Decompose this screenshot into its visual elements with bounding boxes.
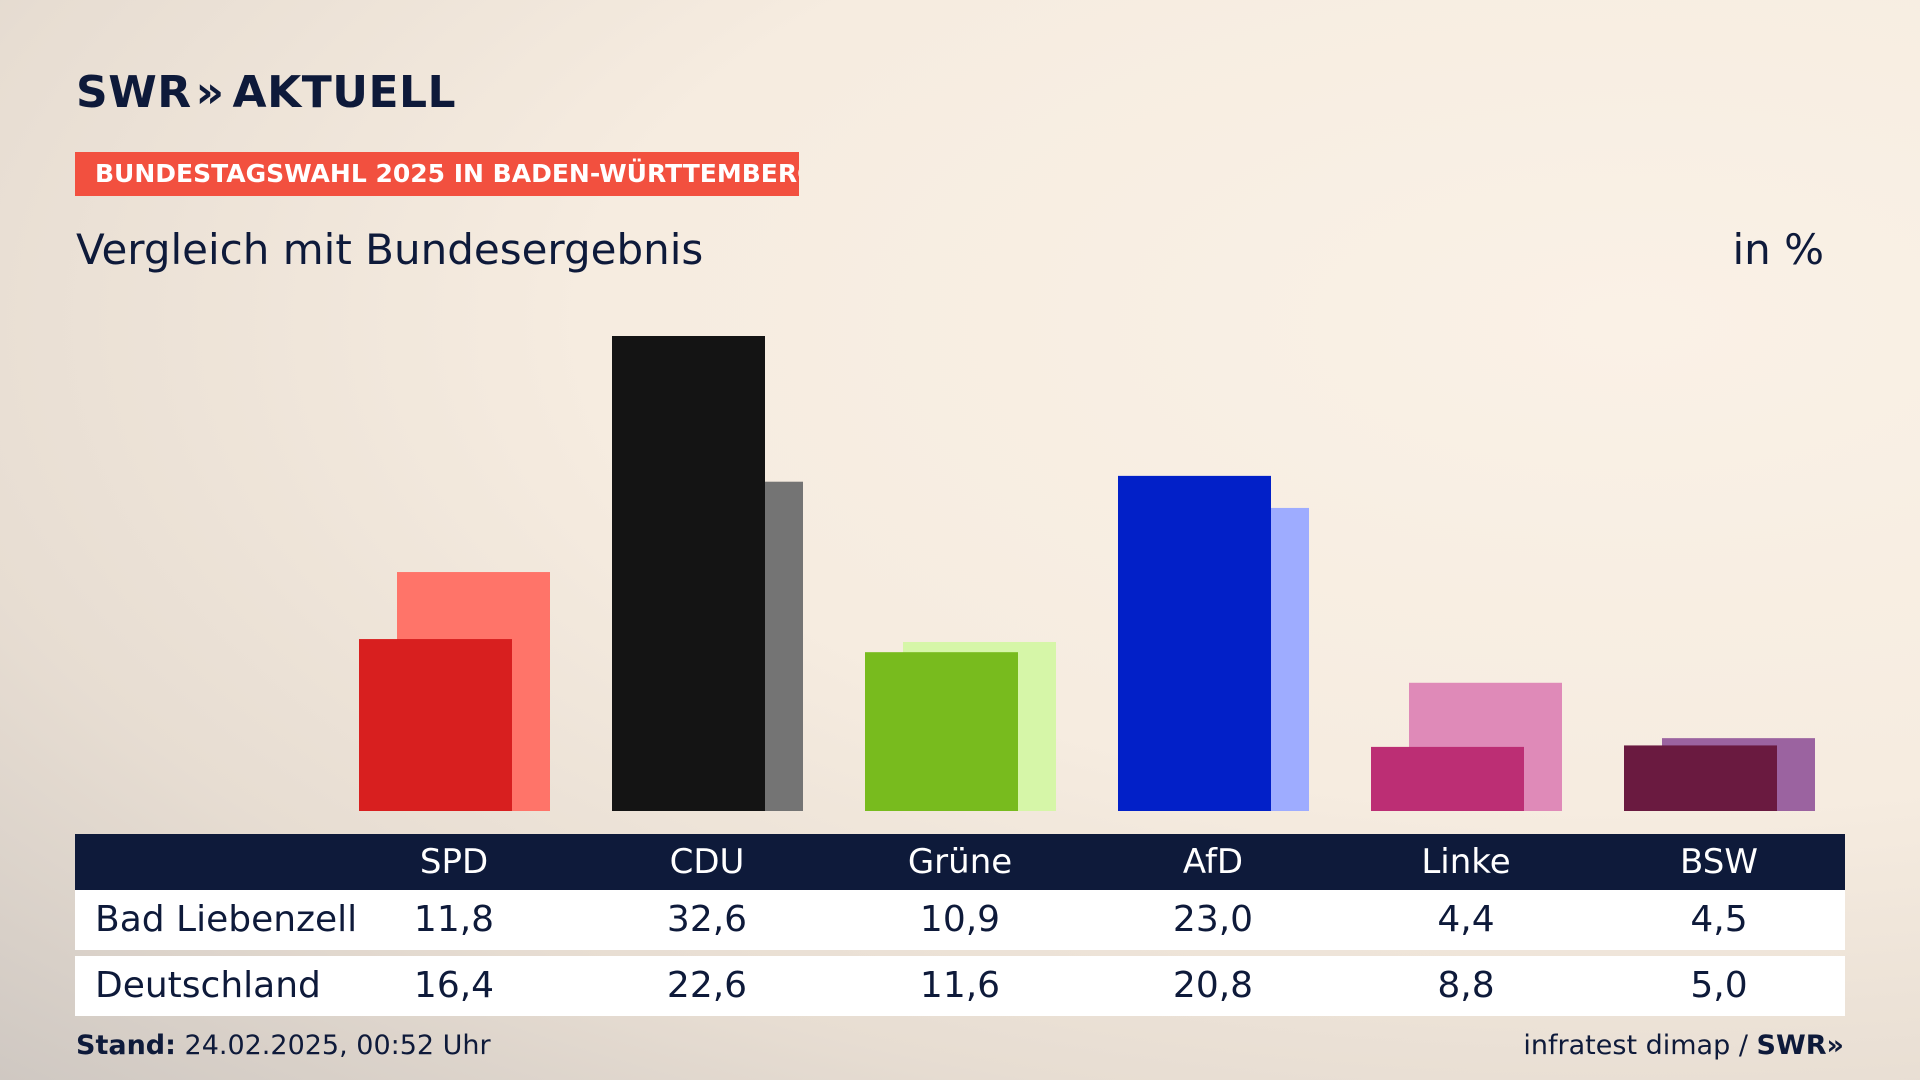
value-local-cdu: 32,6 <box>666 899 748 940</box>
value-national-bsw: 5,0 <box>1690 965 1748 1006</box>
table-row-national: Deutschland 16,4 22,6 11,6 20,8 8,8 5,0 <box>75 956 1845 1016</box>
party-label-grüne: Grüne <box>907 842 1013 882</box>
bar-local-bsw <box>1624 745 1777 811</box>
value-national-afd: 20,8 <box>1172 965 1254 1006</box>
bar-local-spd <box>359 639 512 811</box>
value-local-afd: 23,0 <box>1172 899 1254 940</box>
logo-chevrons-icon: » <box>195 67 225 118</box>
bar-local-grüne <box>865 652 1018 811</box>
logo-swr: SWR <box>76 67 192 118</box>
value-national-grüne: 11,6 <box>919 965 1001 1006</box>
row-label-national: Deutschland <box>95 965 321 1006</box>
value-local-grüne: 10,9 <box>919 899 1001 940</box>
results-table: SPD CDU Grüne AfD Linke BSW Bad Liebenzell 11… <box>75 834 1845 1016</box>
party-label-cdu: CDU <box>669 842 745 882</box>
row-label-local: Bad Liebenzell <box>95 899 358 940</box>
bar-local-linke <box>1371 746 1524 811</box>
unit-label: in % <box>1732 225 1824 274</box>
value-national-cdu: 22,6 <box>666 965 748 1006</box>
election-kicker: BUNDESTAGSWAHL 2025 IN BADEN-WÜRTTEMBERG <box>75 152 799 196</box>
party-label-spd: SPD <box>419 842 489 882</box>
source-credit: infratest dimap / SWR» <box>1523 1028 1844 1064</box>
timestamp: Stand: 24.02.2025, 00:52 Uhr <box>76 1028 491 1064</box>
stand-value: 24.02.2025, 00:52 Uhr <box>184 1030 491 1061</box>
logo-aktuell: AKTUELL <box>232 67 457 118</box>
table-row-local: Bad Liebenzell 11,8 32,6 10,9 23,0 4,4 4,5 <box>75 890 1845 950</box>
party-label-afd: AfD <box>1182 842 1244 882</box>
swr-brand: SWR» <box>1756 1030 1844 1061</box>
source-text: infratest dimap / <box>1523 1030 1748 1061</box>
party-label-bsw: BSW <box>1680 842 1758 882</box>
party-header-row: SPD CDU Grüne AfD Linke BSW <box>75 834 1845 890</box>
bar-chart <box>359 336 1815 811</box>
chart-subtitle: Vergleich mit Bundesergebnis <box>76 225 704 274</box>
swr-aktuell-logo: SWR» AKTUELL <box>76 66 456 120</box>
party-label-linke: Linke <box>1421 842 1511 882</box>
value-local-spd: 11,8 <box>413 899 495 940</box>
value-local-bsw: 4,5 <box>1690 899 1748 940</box>
value-national-spd: 16,4 <box>413 965 495 1006</box>
stand-label: Stand: <box>76 1030 176 1061</box>
bar-local-afd <box>1118 475 1271 811</box>
bar-local-cdu <box>612 336 765 811</box>
value-national-linke: 8,8 <box>1437 965 1495 1006</box>
value-local-linke: 4,4 <box>1437 899 1495 940</box>
